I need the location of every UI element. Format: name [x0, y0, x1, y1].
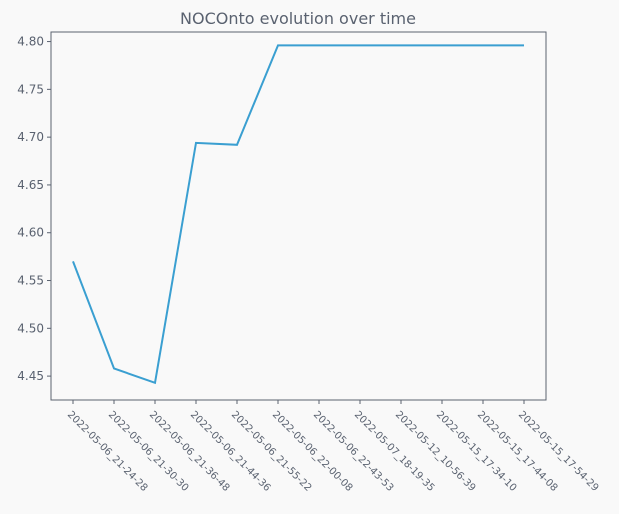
- plot-area: [50, 31, 547, 401]
- x-tick-label: 2022-05-06_21-30-30: [106, 409, 191, 494]
- x-tick-label: 2022-05-06_21-44-36: [188, 409, 273, 494]
- x-axis: 2022-05-06_21-24-282022-05-06_21-30-3020…: [65, 400, 601, 494]
- x-tick-label: 2022-05-06_22-43-53: [311, 409, 396, 494]
- series-line: [72, 44, 524, 385]
- chart-title: NOCOnto evolution over time: [180, 9, 416, 28]
- y-tick-label: 4.75: [17, 82, 44, 96]
- y-tick-label: 4.55: [17, 274, 44, 288]
- y-tick-label: 4.70: [17, 130, 44, 144]
- x-tick-label: 2022-05-06_21-36-48: [147, 409, 232, 494]
- x-tick-label: 2022-05-15_17-44-08: [475, 409, 560, 494]
- y-tick-label: 4.60: [17, 226, 44, 240]
- x-tick-label: 2022-05-07_18-19-35: [352, 409, 437, 494]
- x-tick-label: 2022-05-12_10-56-39: [393, 409, 478, 494]
- x-tick-label: 2022-05-06_21-24-28: [65, 409, 150, 494]
- y-tick-label: 4.50: [17, 321, 44, 335]
- y-axis: 4.45 4.50 4.55 4.60 4.65 4.70 4.75 4.80: [17, 35, 51, 383]
- x-tick-label: 2022-05-15_17-34-10: [434, 409, 519, 494]
- y-tick-label: 4.80: [17, 35, 44, 49]
- y-tick-label: 4.45: [17, 369, 44, 383]
- x-tick-label: 2022-05-15_17-54-29: [516, 409, 601, 494]
- y-tick-label: 4.65: [17, 178, 44, 192]
- x-tick-label: 2022-05-06_21-55-22: [229, 409, 314, 494]
- x-tick-label: 2022-05-06_22-00-08: [270, 409, 355, 494]
